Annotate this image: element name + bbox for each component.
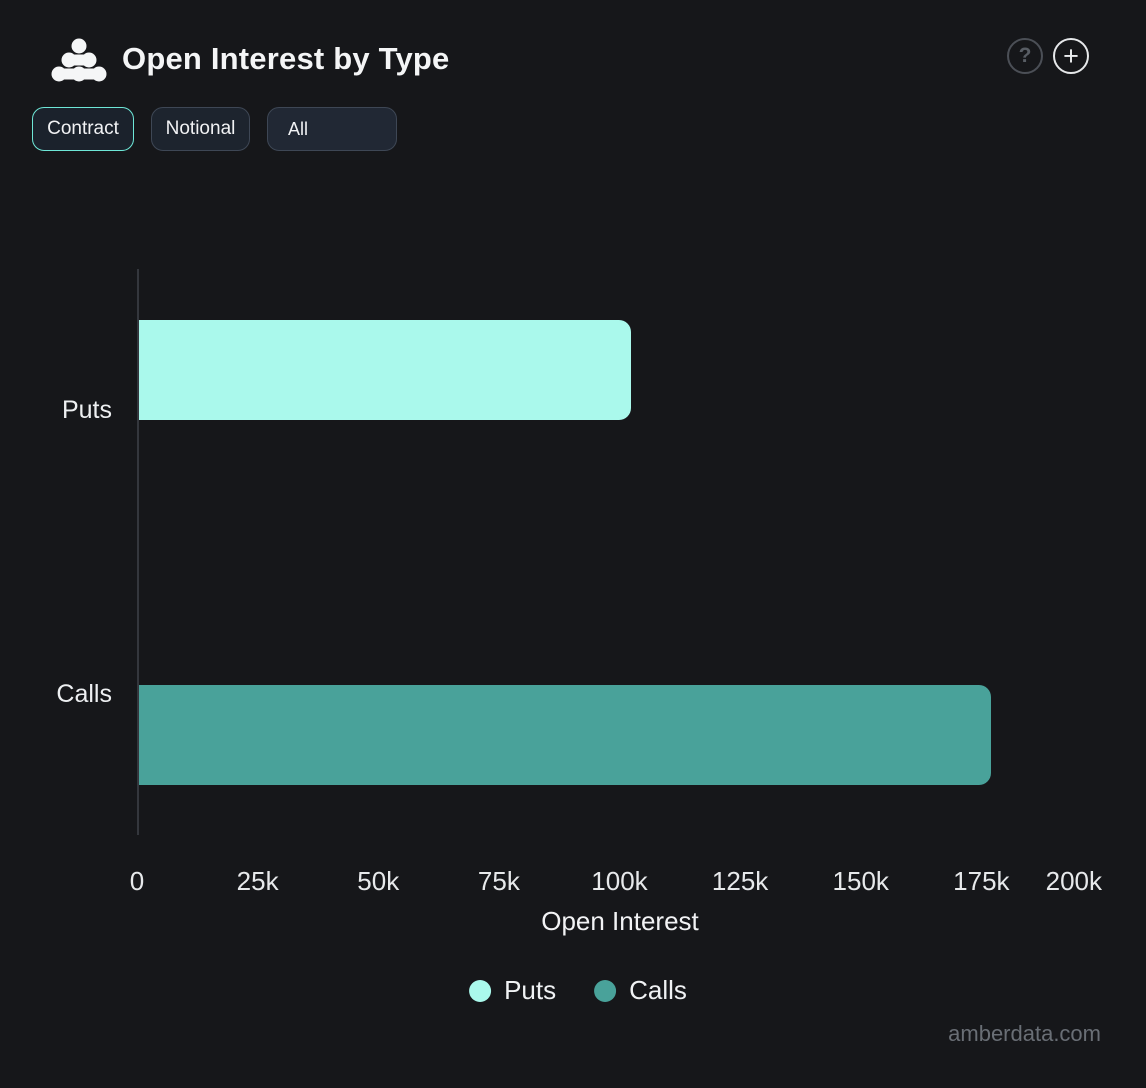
legend-item-calls[interactable]: Calls (594, 975, 687, 1006)
help-button[interactable]: ? (1007, 38, 1043, 74)
legend-marker-calls (594, 979, 617, 1002)
add-button[interactable]: + (1053, 38, 1089, 74)
page-title: Open Interest by Type (122, 41, 450, 76)
y-axis-line (137, 269, 139, 835)
x-tick-label: 50k (357, 866, 400, 896)
calls-bar[interactable] (139, 685, 991, 785)
y-axis-label: Puts (61, 396, 112, 424)
x-tick-label: 25k (236, 866, 279, 896)
filter-dropdown[interactable]: All (267, 107, 397, 151)
legend-marker-puts (469, 979, 492, 1002)
legend-item-puts[interactable]: Puts (469, 975, 556, 1006)
x-axis-title: Open Interest (541, 906, 699, 936)
y-axis-label: Calls (56, 680, 112, 708)
legend-label: Calls (629, 975, 687, 1005)
watermark: amberdata.com (948, 1021, 1101, 1046)
puts-bar[interactable] (139, 320, 631, 420)
x-tick-label: 0 (129, 866, 145, 896)
x-tick-label: 200k (1045, 866, 1102, 896)
chart-legend: Puts Calls (469, 975, 687, 1006)
x-tick-label: 175k (953, 866, 1010, 896)
x-tick-label: 75k (477, 866, 520, 896)
legend-label: Puts (504, 975, 557, 1005)
notional-toggle-button[interactable]: Notional (151, 107, 250, 151)
cluster-dots-icon (51, 38, 107, 82)
question-mark-icon: ? (1018, 44, 1032, 67)
contract-toggle-button[interactable]: Contract (32, 107, 134, 151)
x-tick-label: 150k (832, 866, 889, 896)
x-tick-label: 100k (591, 866, 648, 896)
x-tick-label: 125k (711, 866, 769, 896)
